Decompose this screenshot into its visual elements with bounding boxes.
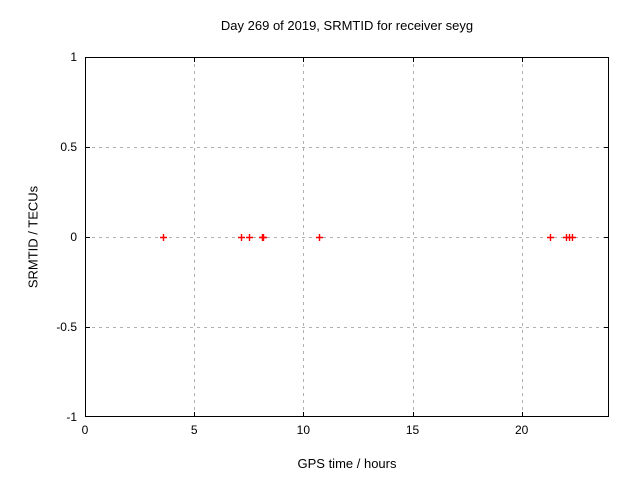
plot-area — [85, 57, 609, 418]
data-point-marker — [246, 234, 253, 241]
y-tick-label: 1 — [70, 50, 77, 64]
data-point-marker — [160, 234, 167, 241]
data-point-marker — [316, 234, 323, 241]
data-point-marker — [260, 234, 267, 241]
y-tick-label: 0.5 — [60, 140, 77, 154]
plot-canvas — [85, 57, 609, 418]
x-tick-label: 5 — [190, 423, 198, 437]
y-tick-label: 0 — [70, 230, 77, 244]
data-point-marker — [569, 234, 576, 241]
y-tick-label: -0.5 — [56, 320, 77, 334]
x-tick-label: 15 — [405, 423, 420, 437]
x-tick-label: 20 — [514, 423, 529, 437]
x-tick-label: 10 — [296, 423, 310, 437]
x-tick-label: 0 — [81, 423, 89, 437]
x-axis-label: GPS time / hours — [297, 456, 397, 471]
data-point-marker — [547, 234, 554, 241]
chart-title: Day 269 of 2019, SRMTID for receiver sey… — [220, 18, 474, 33]
data-point-marker — [238, 234, 245, 241]
y-tick-label: -1 — [66, 410, 77, 424]
